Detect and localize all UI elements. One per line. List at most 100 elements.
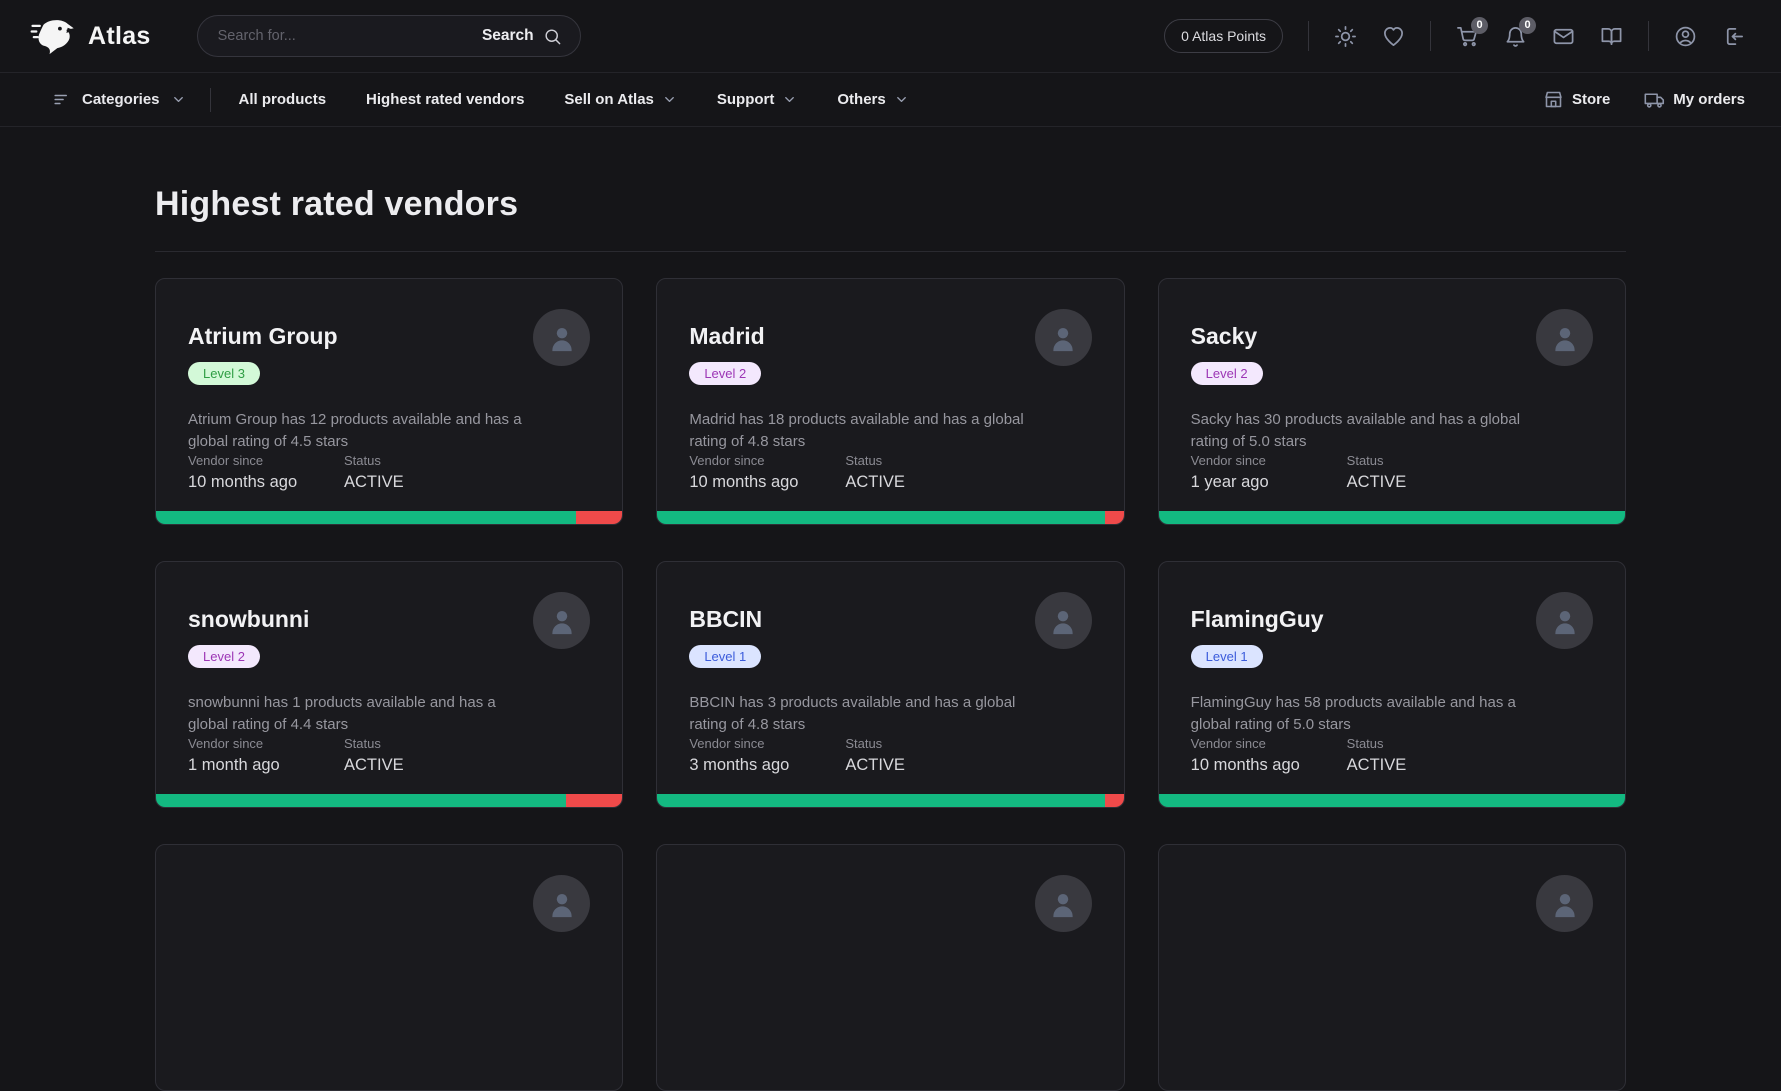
vendor-meta: Vendor since 1 month ago Status ACTIVE — [188, 736, 404, 775]
wishlist-button[interactable] — [1382, 25, 1405, 48]
vendor-rating-bar — [657, 794, 1124, 807]
vendor-level-badge: Level 1 — [689, 645, 762, 668]
cart-button[interactable]: 0 — [1456, 16, 1488, 48]
vendor-since-value: 10 months ago — [1190, 756, 1300, 774]
vendor-meta: Vendor since 3 months ago Status ACTIVE — [689, 736, 905, 775]
vendor-rating-bar — [1158, 794, 1625, 807]
vendor-description: BBCIN has 3 products available and has a… — [689, 694, 1016, 733]
vendor-since: Vendor since 3 months ago — [689, 736, 801, 775]
rating-bar-red — [1105, 511, 1124, 524]
rating-bar-red — [566, 794, 623, 807]
vendor-grid: Atrium Group Level 3 Atrium Group has 12… — [155, 278, 1626, 1091]
vendor-avatar — [1034, 592, 1092, 649]
categories-menu-button[interactable]: Categories — [30, 90, 210, 109]
my-orders-link[interactable]: My orders — [1644, 89, 1745, 110]
vendor-since: Vendor since 1 year ago — [1191, 453, 1303, 492]
vendor-card-partial[interactable] — [155, 844, 624, 1091]
header-actions: 0 Atlas Points 0 0 — [1164, 16, 1745, 53]
vendor-status-label: Status — [845, 453, 883, 468]
search-button[interactable]: Search — [482, 27, 562, 46]
nav-link-label: Sell on Atlas — [564, 91, 654, 108]
vendor-card[interactable]: Sacky Level 2 Sacky has 30 products avai… — [1157, 278, 1626, 525]
vendor-since: Vendor since 1 month ago — [188, 736, 300, 775]
notifications-button[interactable]: 0 — [1504, 16, 1536, 48]
sun-icon — [1334, 25, 1357, 48]
rating-bar-green — [657, 511, 1105, 524]
atlas-points-badge[interactable]: 0 Atlas Points — [1164, 19, 1283, 53]
cart-count-badge: 0 — [1471, 16, 1488, 34]
storefront-icon — [1543, 89, 1564, 110]
person-icon — [545, 321, 579, 355]
nav-link-sell-on-atlas[interactable]: Sell on Atlas — [564, 91, 676, 108]
vendor-description: FlamingGuy has 58 products available and… — [1190, 694, 1516, 733]
vendor-since-value: 3 months ago — [689, 756, 790, 774]
rating-bar-green — [1158, 794, 1625, 807]
vendor-status-value: ACTIVE — [1346, 756, 1407, 774]
search-button-label: Search — [481, 27, 534, 44]
categories-label: Categories — [82, 91, 160, 108]
vendor-since-label: Vendor since — [689, 453, 765, 468]
nav-link-support[interactable]: Support — [717, 91, 798, 108]
filter-lines-icon — [52, 90, 71, 109]
page-title: Highest rated vendors — [155, 185, 519, 223]
title-divider — [155, 251, 1626, 252]
vendor-avatar — [1034, 875, 1092, 932]
vendor-card-partial[interactable] — [1157, 844, 1626, 1091]
account-button[interactable] — [1674, 25, 1697, 48]
heart-icon — [1382, 25, 1405, 48]
rating-bar-green — [156, 511, 576, 524]
header-divider — [1648, 21, 1649, 51]
vendor-since-value: 10 months ago — [188, 473, 298, 491]
brand[interactable]: Atlas — [30, 17, 151, 55]
vendor-avatar — [533, 592, 591, 649]
vendor-name: Atrium Group — [188, 323, 338, 349]
vendor-card[interactable]: Atrium Group Level 3 Atrium Group has 12… — [155, 278, 624, 525]
nav-divider — [209, 87, 211, 112]
truck-icon — [1644, 89, 1665, 110]
theme-toggle-button[interactable] — [1334, 25, 1357, 48]
vendor-name: Sacky — [1190, 323, 1258, 349]
vendor-level-badge: Level 2 — [689, 362, 762, 385]
main-nav: Categories All products Highest rated ven… — [0, 72, 1781, 127]
nav-link-highest-rated-vendors[interactable]: Highest rated vendors — [366, 91, 524, 108]
vendor-card-partial[interactable] — [656, 844, 1125, 1091]
search-input[interactable] — [215, 27, 482, 45]
atlas-logo-icon — [30, 17, 76, 55]
vendor-card[interactable]: snowbunni Level 2 snowbunni has 1 produc… — [155, 561, 624, 808]
vendor-name: snowbunni — [188, 606, 310, 632]
vendor-meta: Vendor since 10 months ago Status ACTIVE — [188, 453, 404, 492]
nav-link-label: Support — [716, 91, 775, 108]
vendor-card[interactable]: FlamingGuy Level 1 FlamingGuy has 58 pro… — [1157, 561, 1626, 808]
messages-button[interactable] — [1552, 25, 1575, 48]
rating-bar-green — [1158, 511, 1625, 524]
vendor-avatar — [1536, 875, 1593, 932]
nav-link-others[interactable]: Others — [837, 91, 908, 108]
vendor-card[interactable]: BBCIN Level 1 BBCIN has 3 products avail… — [656, 561, 1125, 808]
rating-bar-red — [575, 511, 623, 524]
vendor-status: Status ACTIVE — [845, 736, 905, 775]
vendor-since: Vendor since 10 months ago — [689, 453, 801, 492]
person-icon — [1548, 604, 1582, 638]
store-link[interactable]: Store — [1543, 89, 1610, 110]
nav-link-all-products[interactable]: All products — [239, 91, 327, 108]
vendor-since: Vendor since 10 months ago — [1191, 736, 1303, 775]
vendor-since-label: Vendor since — [188, 453, 264, 468]
rating-bar-red — [1105, 794, 1124, 807]
vendor-avatar — [533, 875, 591, 932]
vendor-status-value: ACTIVE — [344, 756, 404, 774]
sign-in-button[interactable] — [1722, 25, 1745, 48]
vendor-avatar — [1034, 309, 1092, 366]
guides-button[interactable] — [1600, 25, 1623, 48]
vendor-since-label: Vendor since — [1190, 736, 1266, 751]
brand-name: Atlas — [88, 21, 151, 50]
person-icon — [1046, 887, 1080, 921]
vendor-card[interactable]: Madrid Level 2 Madrid has 18 products av… — [656, 278, 1125, 525]
main-content: Highest rated vendors Atrium Group Level… — [0, 185, 1781, 1091]
vendor-level-badge: Level 1 — [1190, 645, 1263, 668]
vendor-status-label: Status — [1346, 453, 1384, 468]
vendor-level-badge: Level 2 — [1190, 362, 1263, 385]
vendor-status: Status ACTIVE — [1347, 736, 1407, 775]
search-bar: Search — [196, 15, 581, 57]
vendor-level-badge: Level 3 — [188, 362, 260, 385]
